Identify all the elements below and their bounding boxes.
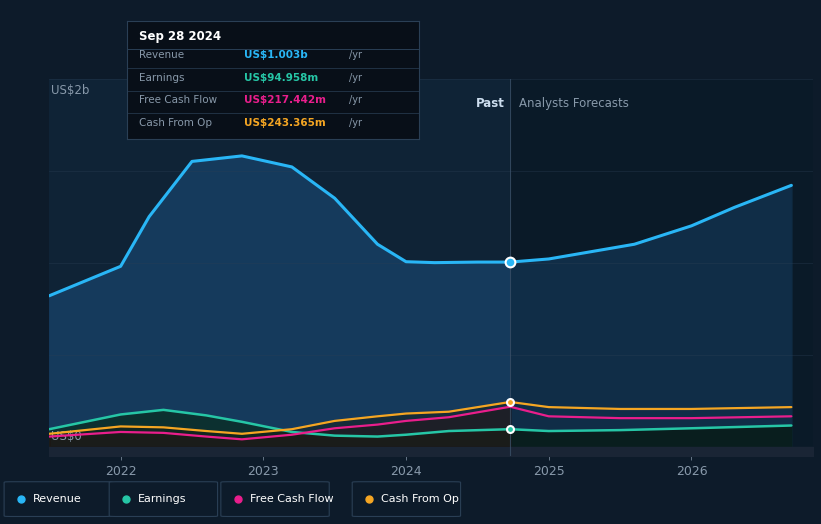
- Text: Revenue: Revenue: [33, 494, 82, 504]
- Text: Sep 28 2024: Sep 28 2024: [139, 30, 221, 43]
- Text: US$243.365m: US$243.365m: [244, 118, 326, 128]
- Text: Free Cash Flow: Free Cash Flow: [250, 494, 333, 504]
- Text: US$94.958m: US$94.958m: [244, 73, 318, 83]
- Text: Cash From Op: Cash From Op: [381, 494, 459, 504]
- Text: US$1.003b: US$1.003b: [244, 50, 308, 60]
- Text: Analysts Forecasts: Analysts Forecasts: [519, 97, 629, 110]
- Bar: [49, 79, 510, 456]
- Text: Free Cash Flow: Free Cash Flow: [139, 95, 217, 105]
- Text: Earnings: Earnings: [138, 494, 186, 504]
- Text: US$2b: US$2b: [51, 84, 89, 97]
- Text: Revenue: Revenue: [139, 50, 184, 60]
- Text: Cash From Op: Cash From Op: [139, 118, 212, 128]
- Text: US$217.442m: US$217.442m: [244, 95, 326, 105]
- Text: /yr: /yr: [349, 73, 362, 83]
- Text: Earnings: Earnings: [139, 73, 185, 83]
- Text: /yr: /yr: [349, 95, 362, 105]
- FancyBboxPatch shape: [109, 482, 218, 517]
- Text: /yr: /yr: [349, 50, 362, 60]
- FancyBboxPatch shape: [352, 482, 461, 517]
- FancyBboxPatch shape: [4, 482, 112, 517]
- Bar: [510, 79, 813, 456]
- Text: /yr: /yr: [349, 118, 362, 128]
- FancyBboxPatch shape: [221, 482, 329, 517]
- Text: Past: Past: [475, 97, 505, 110]
- Text: US$0: US$0: [51, 430, 81, 443]
